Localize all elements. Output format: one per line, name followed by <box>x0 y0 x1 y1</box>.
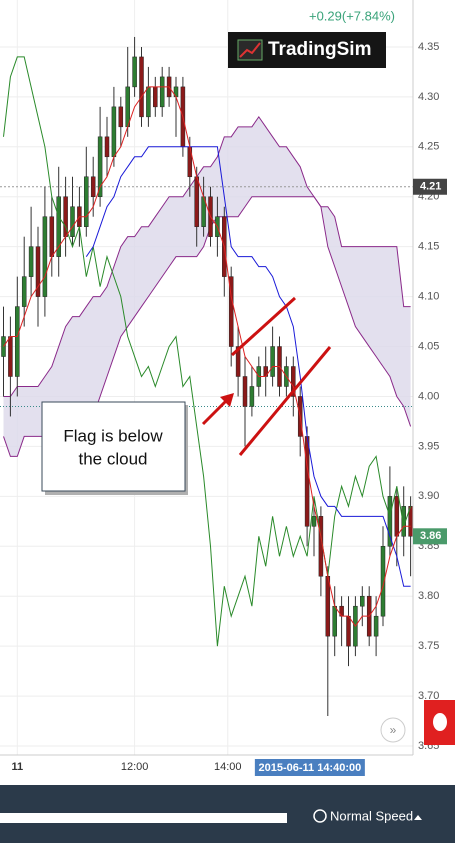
crosshair-price: 4.21 <box>420 181 441 193</box>
candle-body <box>194 176 199 227</box>
y-tick-label: 3.95 <box>418 440 439 452</box>
crosshair-time: 2015-06-11 14:40:00 <box>258 762 361 774</box>
candle-body <box>380 546 386 617</box>
candle-body <box>304 436 310 527</box>
speed-text[interactable]: Normal Speed <box>330 808 413 823</box>
x-tick-label: 12:00 <box>121 761 149 773</box>
y-tick-label: 4.00 <box>418 390 439 402</box>
candle-body <box>139 56 144 118</box>
last-price: 3.86 <box>420 530 441 542</box>
arrow <box>201 397 230 426</box>
logo-text: TradingSim <box>268 39 371 60</box>
y-tick-label: 3.70 <box>418 690 439 702</box>
y-tick-label: 3.75 <box>418 640 439 652</box>
candle-body <box>118 106 124 128</box>
y-tick-label: 4.05 <box>418 340 439 352</box>
candle-body <box>242 376 248 407</box>
candle-body <box>104 136 110 158</box>
candle-body <box>132 56 137 88</box>
cloud-line <box>3 115 411 397</box>
y-tick-label: 3.80 <box>418 590 439 602</box>
caret <box>414 815 422 820</box>
candle-body <box>15 306 20 377</box>
candle-body <box>8 336 13 377</box>
indicator-line <box>3 86 411 628</box>
candle-body <box>111 106 117 158</box>
flag-line <box>238 346 332 456</box>
candle-body <box>235 346 241 377</box>
note-text: the cloud <box>79 449 148 468</box>
candle-body <box>97 136 103 197</box>
candle-body <box>325 575 331 637</box>
bug-icon <box>433 713 447 731</box>
logo-icon <box>237 39 263 61</box>
candle-body <box>291 366 296 397</box>
candle-body <box>332 605 337 637</box>
candle-body <box>249 386 255 407</box>
y-tick-label: 4.15 <box>418 241 439 253</box>
candle-body <box>228 276 234 347</box>
candle-body <box>49 216 55 257</box>
axis-panel <box>413 0 455 1</box>
y-tick-label: 3.90 <box>418 490 439 502</box>
candle-body <box>42 216 48 297</box>
x-tick-label: 11 <box>11 761 23 773</box>
candle-body <box>346 615 351 647</box>
candle-body <box>360 595 365 607</box>
candle-body <box>153 86 158 108</box>
scroll-icon: » <box>390 723 397 737</box>
candle-body <box>21 276 27 307</box>
y-tick-label: 4.30 <box>418 91 439 103</box>
candle-body <box>159 76 165 108</box>
candle-body <box>84 176 89 227</box>
note-box <box>41 401 186 492</box>
crosshair-price-box <box>413 178 447 195</box>
y-tick-label: 4.35 <box>418 41 439 53</box>
last-price-box <box>413 528 447 545</box>
candle-body <box>394 496 400 537</box>
x-tick-label: 14:00 <box>214 761 242 773</box>
flag-line <box>230 296 297 357</box>
cloud-area <box>3 116 411 457</box>
note-text: Flag is below <box>63 426 163 445</box>
candle-body <box>125 86 130 128</box>
candle-body <box>70 206 75 237</box>
scroll-button[interactable] <box>380 717 406 743</box>
candle-body <box>56 196 61 257</box>
candle-body <box>90 176 96 197</box>
y-tick-label: 4.10 <box>418 291 439 303</box>
crosshair-time-box <box>254 759 365 776</box>
y-tick-label: 4.25 <box>418 141 439 153</box>
progress-bar[interactable] <box>0 813 287 823</box>
change-text: +0.29(+7.84%) <box>309 8 395 23</box>
candle-body <box>146 86 151 118</box>
candle-body <box>373 615 379 637</box>
candle-body <box>270 346 275 377</box>
arrow-head <box>220 393 234 407</box>
candle-body <box>311 516 317 527</box>
candle-body <box>35 246 41 297</box>
plot-area: 3.653.703.753.803.853.903.954.004.054.10… <box>0 0 455 776</box>
indicator-line <box>3 56 412 647</box>
candle-body <box>28 246 34 277</box>
clock-icon <box>313 809 327 823</box>
candle-body <box>387 496 393 547</box>
indicator-line <box>85 146 411 587</box>
logo-icon-line <box>239 42 261 58</box>
